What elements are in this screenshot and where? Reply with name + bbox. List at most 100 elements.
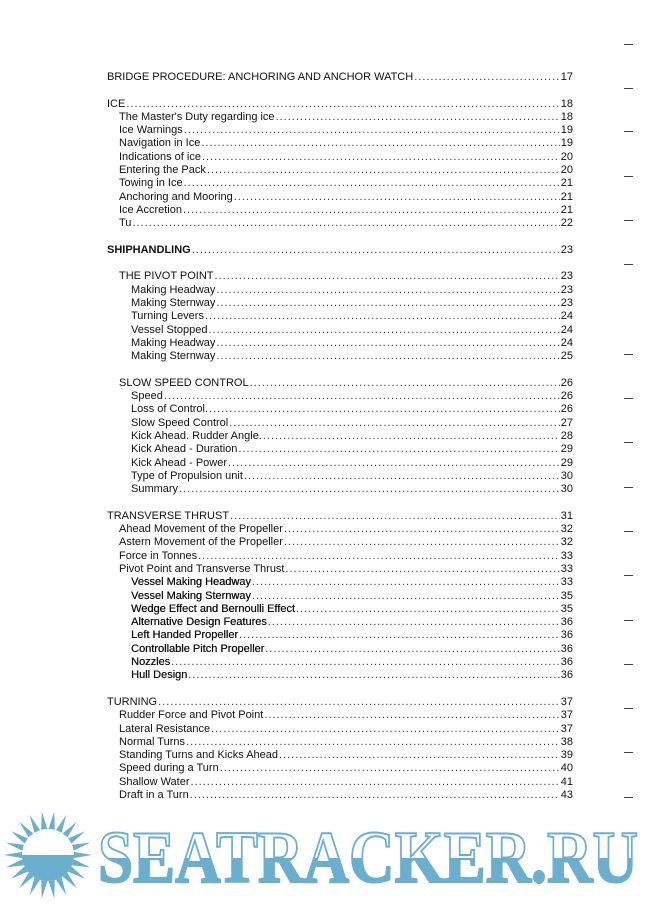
toc-entry[interactable]: Kick Ahead. Rudder Angle. 28 [107,430,573,443]
toc-entry-title: Alternative Design Features [131,616,267,629]
toc-entry[interactable]: Making Headway 24 [107,337,573,350]
toc-entry-title: Speed [131,390,163,403]
toc-entry[interactable]: Pivot Point and Transverse Thrust 33 [107,563,573,576]
sun-ray [29,814,41,833]
toc-entry[interactable]: Making Sternway 25 [107,350,573,363]
toc-entry-page: 36 [560,642,573,655]
toc-entry[interactable]: Speed during a Turn 40 [107,762,573,775]
toc-entry[interactable]: Standing Turns and Kicks Ahead 39 [107,749,573,762]
toc-entry[interactable]: TRANSVERSE THRUST 31 [107,510,573,523]
sun-icon [4,811,92,899]
toc-entry[interactable]: Alternative Design Features 36 [107,616,573,629]
dot-leader [216,350,559,363]
toc-entry[interactable]: Type of Propulsion unit 30 [107,470,573,483]
dot-leader [184,177,560,190]
seatracker-watermark-logo: SEATRACKER.RU [4,811,639,900]
dot-leader [215,270,560,283]
sun-ray [71,842,91,851]
dot-leader [265,643,559,656]
toc-entry-page: 26 [560,403,573,416]
dot-leader [211,723,560,736]
sun-ray [68,866,86,879]
toc-entry[interactable]: Controllable Pitch Propeller 36 [107,643,573,656]
toc-entry[interactable]: Lateral Resistance 37 [107,723,573,736]
toc-entry-title: Towing in Ice [119,177,183,190]
toc-entry-page: 36 [560,656,573,669]
toc-entry[interactable]: Kick Ahead - Duration 29 [107,443,573,456]
dot-leader [284,523,560,536]
toc-entry-title: Ahead Movement of the Propeller [119,523,283,536]
toc-entry[interactable]: Summary 30 [107,483,573,496]
toc-entry-page: 23 [560,243,573,256]
toc-entry[interactable]: Navigation in Ice 19 [107,137,573,150]
toc-entry-page: 28 [560,430,573,443]
toc-entry[interactable]: Draft in a Turn 43 [107,789,573,802]
toc-entry[interactable]: Loss of Control. 26 [107,403,573,416]
toc-entry-title: Lateral Resistance [119,722,211,735]
toc-entry[interactable]: SLOW SPEED CONTROL 26 [107,377,573,390]
dot-leader [179,483,560,496]
toc-entry[interactable]: BRIDGE PROCEDURE: ANCHORING AND ANCHOR W… [107,71,573,84]
toc-entry-title: Making Sternway [131,297,216,310]
toc-entry[interactable]: Indications of ice 20 [107,151,573,164]
toc-entry[interactable]: Ice Accretion 21 [107,204,573,217]
toc-entry[interactable]: Normal Turns 38 [107,736,573,749]
toc-entry[interactable]: Making Headway 23 [107,284,573,297]
toc-entry[interactable]: THE PIVOT POINT 23 [107,270,573,283]
toc-entry[interactable]: Anchoring and Mooring 21 [107,191,573,204]
toc-entry[interactable]: TURNING 37 [107,696,573,709]
toc-entry-title: Making Headway [131,336,216,349]
toc-entry-title: Making Headway [131,283,216,296]
toc-entry-page: 21 [560,190,573,203]
toc-entry[interactable]: Turning Levers 24 [107,310,573,323]
toc-entry[interactable]: Force in Tonnes 33 [107,550,573,563]
toc-entry-title: Rudder Force and Pivot Point [119,709,264,722]
dot-leader [186,736,560,749]
toc-entry-title: Nozzles [131,656,171,669]
toc-entry-page: 33 [560,562,573,575]
sun-ray [19,872,34,889]
dot-leader [276,111,560,124]
toc-entry-title: Navigation in Ice [119,137,201,150]
dot-leader [230,510,560,523]
toc-entry[interactable]: Ice Warnings 19 [107,124,573,137]
toc-entry[interactable]: Astern Movement of the Propeller 32 [107,536,573,549]
toc-entry[interactable]: Kick Ahead - Power 29 [107,457,573,470]
toc-entry[interactable]: Vessel Making Sternway 35 [107,590,573,603]
dot-leader [188,669,560,682]
toc-entry[interactable]: Nozzles 36 [107,656,573,669]
toc-entry-title: Astern Movement of the Propeller [119,536,283,549]
dot-leader [216,284,559,297]
toc-entry[interactable]: Shallow Water 41 [107,776,573,789]
toc-entry[interactable]: The Master's Duty regarding ice 18 [107,111,573,124]
toc-entry[interactable]: Wedge Effect and Bernoulli Effect 35 [107,603,573,616]
toc-entry[interactable]: Vessel Stopped 24 [107,324,573,337]
toc-entry-page: 37 [560,709,573,722]
toc-entry[interactable]: Tu 22 [107,217,573,230]
toc-entry[interactable]: Hull Design 36 [107,669,573,682]
toc-entry[interactable]: Speed 26 [107,390,573,403]
dot-leader [191,776,560,789]
sun-ray [55,814,67,833]
sun-ray [10,866,28,879]
toc-entry[interactable]: ICE 18 [107,98,573,111]
dot-leader [252,576,560,589]
watermark-text: SEATRACKER.RU [98,817,638,899]
toc-entry[interactable]: Slow Speed Control 27 [107,417,573,430]
toc-entry[interactable]: Making Sternway 23 [107,297,573,310]
toc-entry[interactable]: Towing in Ice 21 [107,177,573,190]
toc-entry[interactable]: Vessel Making Headway 33 [107,576,573,589]
dot-leader [238,443,559,456]
toc-entry[interactable]: Rudder Force and Pivot Point 37 [107,709,573,722]
toc-entry[interactable]: Entering the Pack 20 [107,164,573,177]
sun-ray [29,877,41,896]
dot-leader [252,590,560,603]
toc-entry[interactable]: Ahead Movement of the Propeller 32 [107,523,573,536]
toc-entry[interactable]: Left Handed Propeller 36 [107,629,573,642]
dot-leader [268,616,560,629]
toc-entry-page: 20 [560,164,573,177]
toc-entry-page: 18 [560,110,573,123]
dot-leader [264,709,559,722]
toc-entry-page: 37 [560,695,573,708]
toc-entry[interactable]: SHIPHANDLING 23 [107,244,573,257]
